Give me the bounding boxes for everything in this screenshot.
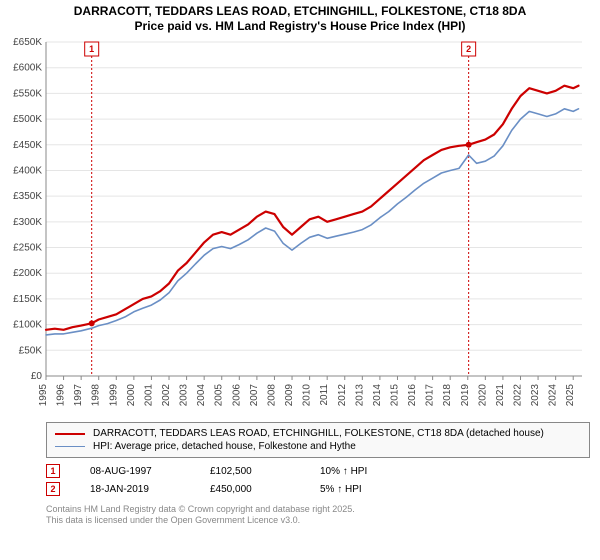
sale-marker-number: 1 xyxy=(89,44,94,54)
x-tick-label: 2017 xyxy=(425,384,436,407)
legend-item: HPI: Average price, detached house, Folk… xyxy=(55,440,581,453)
y-tick-label: £450K xyxy=(13,140,42,151)
x-tick-label: 2023 xyxy=(530,384,541,407)
x-tick-label: 2003 xyxy=(179,384,190,407)
sale-marker-table: 1 08-AUG-1997 £102,500 10% ↑ HPI 2 18-JAN-201… xyxy=(46,462,590,498)
marker-delta: 10% ↑ HPI xyxy=(320,466,367,477)
legend-item: DARRACOTT, TEDDARS LEAS ROAD, ETCHINGHIL… xyxy=(55,427,581,440)
legend-label: DARRACOTT, TEDDARS LEAS ROAD, ETCHINGHIL… xyxy=(93,428,544,439)
y-tick-label: £50K xyxy=(19,345,43,356)
x-tick-label: 2007 xyxy=(249,384,260,407)
marker-date: 18-JAN-2019 xyxy=(90,484,180,495)
x-tick-label: 2001 xyxy=(143,384,154,407)
x-tick-label: 1996 xyxy=(56,384,67,407)
legend-swatch xyxy=(55,433,85,435)
y-tick-label: £200K xyxy=(13,268,42,279)
marker-row: 1 08-AUG-1997 £102,500 10% ↑ HPI xyxy=(46,462,590,480)
marker-row: 2 18-JAN-2019 £450,000 5% ↑ HPI xyxy=(46,480,590,498)
footer-line1: Contains HM Land Registry data © Crown c… xyxy=(46,504,590,515)
x-tick-label: 2002 xyxy=(161,384,172,407)
marker-delta: 5% ↑ HPI xyxy=(320,484,362,495)
x-tick-label: 2011 xyxy=(319,384,330,406)
y-tick-label: £150K xyxy=(13,294,42,305)
x-tick-label: 2013 xyxy=(354,384,365,407)
x-tick-label: 2000 xyxy=(126,384,137,407)
y-tick-label: £400K xyxy=(13,165,42,176)
y-tick-label: £350K xyxy=(13,191,42,202)
sale-point xyxy=(89,320,95,326)
x-tick-label: 2020 xyxy=(477,384,488,407)
x-tick-label: 2022 xyxy=(512,384,523,407)
x-tick-label: 2009 xyxy=(284,384,295,407)
y-tick-label: £600K xyxy=(13,63,42,74)
sale-point xyxy=(466,142,472,148)
y-tick-label: £650K xyxy=(13,37,42,48)
x-tick-label: 2006 xyxy=(231,384,242,407)
x-tick-label: 2021 xyxy=(495,384,506,407)
x-tick-label: 2012 xyxy=(337,384,348,407)
x-tick-label: 1997 xyxy=(73,384,84,407)
legend-label: HPI: Average price, detached house, Folk… xyxy=(93,441,356,452)
y-tick-label: £300K xyxy=(13,217,42,228)
x-tick-label: 2004 xyxy=(196,384,207,407)
sale-marker-number: 2 xyxy=(466,44,471,54)
marker-badge: 2 xyxy=(46,482,60,496)
x-tick-label: 2014 xyxy=(372,384,383,407)
x-tick-label: 2010 xyxy=(302,384,313,407)
marker-price: £102,500 xyxy=(210,466,290,477)
y-tick-label: £250K xyxy=(13,243,42,254)
y-tick-label: £500K xyxy=(13,114,42,125)
title-line2: Price paid vs. HM Land Registry's House … xyxy=(8,19,592,34)
x-tick-label: 2015 xyxy=(389,384,400,407)
marker-price: £450,000 xyxy=(210,484,290,495)
x-tick-label: 2019 xyxy=(460,384,471,407)
y-tick-label: £550K xyxy=(13,88,42,99)
x-tick-label: 2008 xyxy=(266,384,277,407)
x-tick-label: 2018 xyxy=(442,384,453,407)
legend-swatch xyxy=(55,446,85,447)
y-tick-label: £0 xyxy=(31,371,43,382)
line-chart: £0 £50K £100K £150K £200K £250K £300K £350K £400… xyxy=(4,36,592,416)
chart-title: DARRACOTT, TEDDARS LEAS ROAD, ETCHINGHIL… xyxy=(0,0,600,36)
marker-date: 08-AUG-1997 xyxy=(90,466,180,477)
title-line1: DARRACOTT, TEDDARS LEAS ROAD, ETCHINGHIL… xyxy=(8,4,592,19)
footer-line2: This data is licensed under the Open Gov… xyxy=(46,515,590,526)
y-tick-label: £100K xyxy=(13,320,42,331)
series-price_paid xyxy=(46,86,579,330)
x-tick-label: 1995 xyxy=(38,384,49,407)
x-tick-label: 2025 xyxy=(565,384,576,407)
marker-badge: 1 xyxy=(46,464,60,478)
x-tick-label: 2024 xyxy=(548,384,559,407)
legend: DARRACOTT, TEDDARS LEAS ROAD, ETCHINGHIL… xyxy=(46,422,590,458)
x-tick-label: 2005 xyxy=(214,384,225,407)
x-tick-label: 2016 xyxy=(407,384,418,407)
footer-attribution: Contains HM Land Registry data © Crown c… xyxy=(46,504,590,526)
x-tick-label: 1998 xyxy=(91,384,102,407)
x-tick-label: 1999 xyxy=(108,384,119,407)
